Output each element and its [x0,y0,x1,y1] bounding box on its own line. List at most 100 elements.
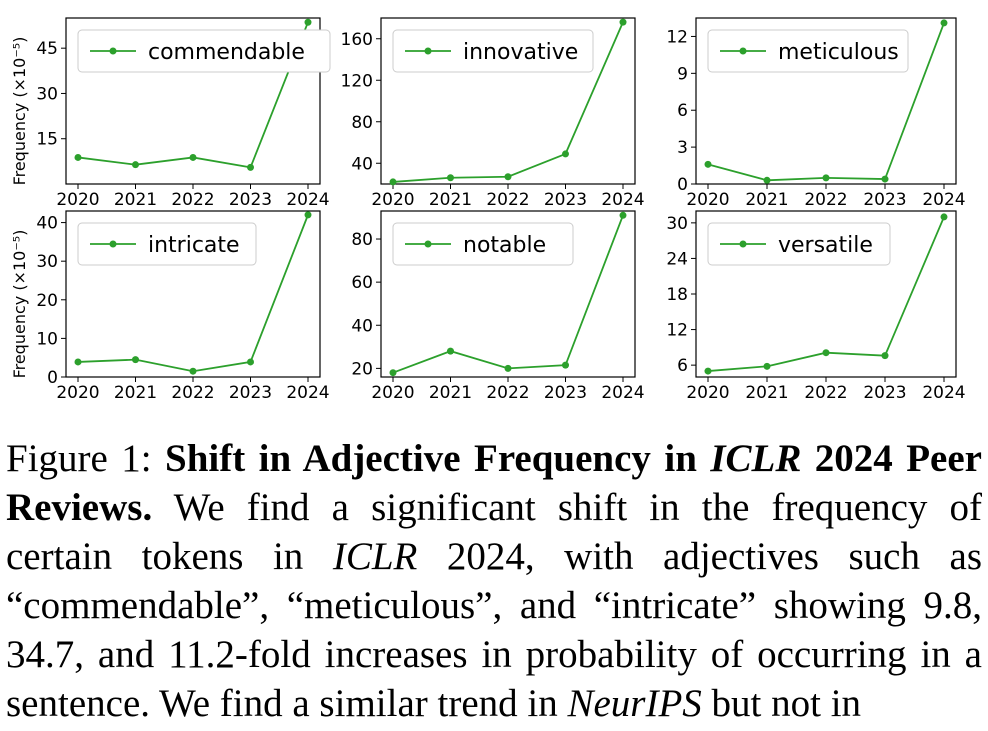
y-tick-label: 30 [666,214,688,234]
data-point [940,19,948,27]
x-tick-label: 2020 [686,383,729,403]
data-point [189,367,197,375]
data-point [74,358,82,366]
x-tick-label: 2024 [286,383,329,403]
x-tick-label: 2021 [429,383,472,403]
data-point [619,18,627,26]
data-point [562,361,569,369]
caption-venue: ICLR [332,535,418,578]
x-tick-label: 2022 [171,383,214,403]
x-tick-label: 2020 [56,383,99,403]
x-tick-label: 2023 [863,383,906,403]
data-point [562,150,569,158]
y-tick-label: 0 [47,368,58,388]
y-tick-label: 10 [36,329,58,349]
data-point [881,352,889,360]
legend-box [392,29,594,73]
data-point [504,173,512,181]
data-point [132,356,139,364]
subplot-commendable: 2020 2021 2022 2023 2024 15 30 45 Frequency (×10… [10,17,331,210]
x-tick-label: 2021 [114,190,157,210]
legend-box [707,222,891,266]
legend-label: innovative [463,40,578,65]
y-tick-label: 12 [666,27,688,47]
legend-label: versatile [778,233,873,258]
x-tick-label: 2024 [601,190,644,210]
data-point [822,174,830,182]
y-tick-label: 30 [36,252,58,272]
y-tick-label: 80 [351,113,373,133]
y-tick-label: 20 [351,359,373,379]
x-tick-label: 2024 [286,190,329,210]
y-tick-label: 40 [351,316,373,336]
y-tick-label: 3 [677,138,688,158]
y-tick-label: 40 [36,214,58,234]
legend: meticulous [707,29,909,73]
y-tick-label: 0 [677,175,688,195]
x-tick-label: 2021 [745,190,788,210]
legend: innovative [392,29,594,73]
legend-marker-icon [424,240,432,248]
subplot-notable: 2020 2021 2022 2023 2024 20 40 60 80 notable [351,210,645,403]
data-point [763,176,771,184]
subplot-intricate: 2020 2021 2022 2023 2024 0 10 20 30 40 Frequency (… [10,210,330,403]
x-tick-label: 2022 [486,190,529,210]
legend: intricate [77,222,257,266]
y-tick-label: 30 [36,84,58,104]
x-tick-label: 2023 [229,190,272,210]
y-tick-label: 6 [677,356,688,376]
data-point [132,161,139,169]
x-tick-label: 2022 [804,383,847,403]
y-axis-label: Frequency (×10⁻⁵) [10,230,29,379]
legend: versatile [707,222,891,266]
caption-venue: NeurIPS [567,682,702,725]
subplot-innovative: 2020 2021 2022 2023 2024 40 80 120 160 innovative [341,17,645,210]
y-tick-label: 80 [351,230,373,250]
x-tick-label: 2023 [544,190,587,210]
x-tick-label: 2023 [229,383,272,403]
data-point [504,364,512,372]
caption-label: Figure 1: [6,437,152,480]
x-tick-label: 2021 [429,190,472,210]
y-tick-label: 12 [666,321,688,341]
legend-box [77,222,257,266]
legend-marker-icon [739,240,747,248]
x-tick-label: 2020 [371,190,414,210]
data-point [304,211,312,219]
data-point [74,153,82,161]
caption-text: 2024, with adjectives such as “commendab… [6,535,982,725]
x-tick-label: 2021 [745,383,788,403]
x-tick-label: 2024 [922,383,965,403]
data-point [389,369,397,377]
y-tick-label: 120 [341,71,373,91]
data-point [822,349,830,357]
caption-text: but not in [701,682,862,725]
data-point [704,160,712,168]
y-tick-label: 15 [36,130,58,150]
caption-title: Shift in Adjective Frequency in ICLR 202… [6,437,982,529]
y-axis-label: Frequency (×10⁻⁵) [10,37,29,186]
legend-label: commendable [148,40,305,65]
x-tick-label: 2020 [371,383,414,403]
y-tick-label: 9 [677,64,688,84]
x-tick-label: 2024 [601,383,644,403]
data-point [247,358,254,366]
legend-marker-icon [109,240,117,248]
legend-marker-icon [739,47,747,55]
y-tick-label: 160 [341,30,373,50]
y-tick-label: 24 [666,249,688,269]
data-point [189,153,197,161]
legend-label: intricate [148,233,240,258]
legend-box [77,29,331,73]
data-point [304,18,312,26]
y-tick-label: 60 [351,273,373,293]
x-tick-label: 2020 [56,190,99,210]
legend: commendable [77,29,331,73]
subplot-versatile: 2020 2021 2022 2023 2024 6 12 18 24 30 versatile [666,210,966,403]
legend-marker-icon [424,47,432,55]
legend-marker-icon [109,47,117,55]
legend-label: notable [463,233,546,258]
y-tick-label: 45 [36,39,58,59]
x-tick-label: 2023 [863,190,906,210]
legend-box [707,29,909,73]
